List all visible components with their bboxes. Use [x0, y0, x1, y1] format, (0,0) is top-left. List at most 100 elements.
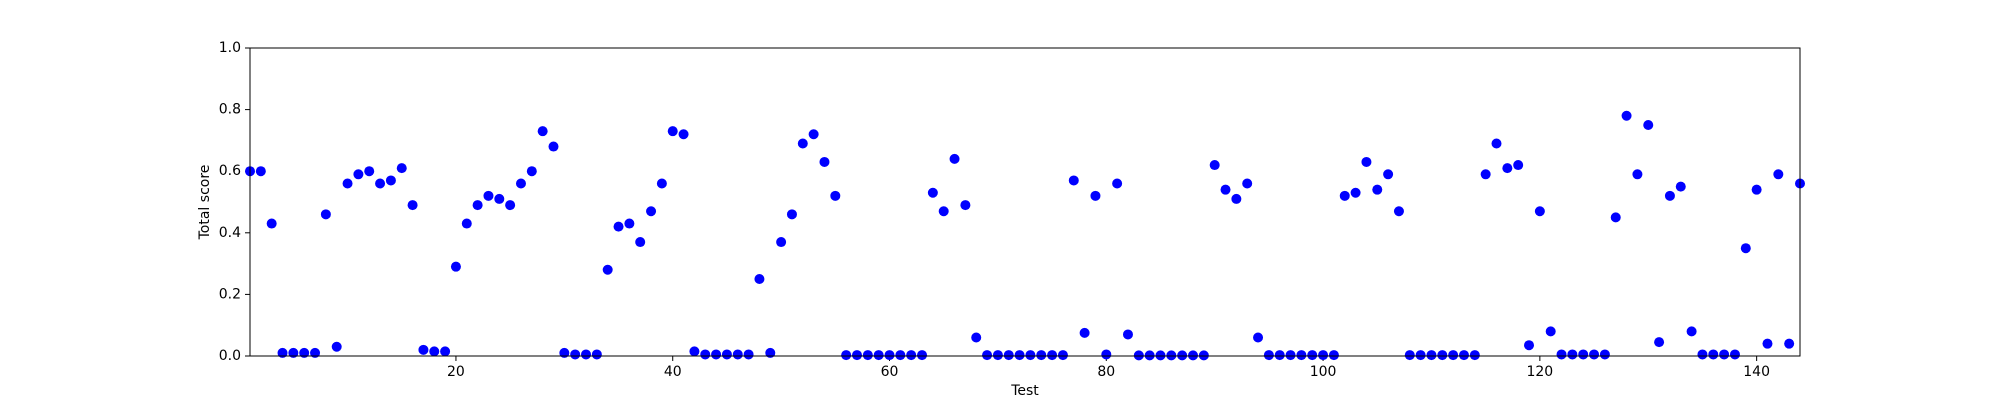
point — [1708, 349, 1719, 360]
point — [1502, 163, 1513, 174]
point — [1133, 350, 1144, 361]
x-tick-label: 100 — [1310, 364, 1337, 380]
point — [277, 347, 288, 358]
point — [1773, 169, 1784, 180]
point — [960, 200, 971, 211]
point — [1220, 184, 1231, 195]
point — [895, 350, 906, 361]
point — [1296, 350, 1307, 361]
point — [1393, 206, 1404, 217]
point — [1556, 349, 1567, 360]
point — [375, 178, 386, 189]
point — [1697, 349, 1708, 360]
point — [1513, 160, 1524, 171]
point — [1372, 184, 1383, 195]
point — [591, 349, 602, 360]
point — [320, 209, 331, 220]
point — [1784, 338, 1795, 349]
point — [1524, 340, 1535, 351]
point — [537, 126, 548, 137]
point — [1448, 350, 1459, 361]
y-tick-label: 0.2 — [219, 286, 241, 302]
point — [1003, 350, 1014, 361]
point — [1122, 329, 1133, 340]
point — [1361, 156, 1372, 167]
y-tick-label: 0.8 — [219, 102, 241, 118]
point — [1654, 337, 1665, 348]
point — [841, 350, 852, 361]
point — [1166, 350, 1177, 361]
point — [819, 156, 830, 167]
point — [1686, 326, 1697, 337]
y-axis-label: Total score — [197, 165, 213, 241]
point — [1328, 350, 1339, 361]
point — [917, 350, 928, 361]
point — [830, 190, 841, 201]
point — [938, 206, 949, 217]
point — [364, 166, 375, 177]
point — [266, 218, 277, 229]
point — [1404, 350, 1415, 361]
point — [689, 346, 700, 357]
point — [992, 350, 1003, 361]
y-tick-label: 0.0 — [219, 348, 241, 364]
point — [1491, 138, 1502, 149]
point — [1632, 169, 1643, 180]
point — [613, 221, 624, 232]
point — [721, 349, 732, 360]
x-tick-label: 20 — [447, 364, 465, 380]
point — [1664, 190, 1675, 201]
point — [570, 349, 581, 360]
point — [1253, 332, 1264, 343]
point — [754, 274, 765, 284]
point — [743, 349, 754, 360]
point — [450, 261, 461, 272]
point — [494, 193, 505, 204]
point — [1751, 184, 1762, 195]
point — [407, 200, 418, 211]
point — [1534, 206, 1545, 217]
point — [1469, 350, 1480, 361]
point — [581, 349, 592, 360]
point — [776, 237, 787, 248]
point — [1458, 350, 1469, 361]
point — [927, 187, 938, 198]
point — [1263, 350, 1274, 361]
x-tick-label: 120 — [1526, 364, 1553, 380]
point — [1675, 181, 1686, 192]
point — [1079, 327, 1090, 338]
point — [342, 178, 353, 189]
point — [559, 347, 570, 358]
point — [505, 200, 516, 211]
point — [396, 163, 407, 174]
point — [1144, 350, 1155, 361]
point — [548, 141, 559, 152]
point — [1025, 350, 1036, 361]
point — [1415, 350, 1426, 361]
point — [515, 178, 526, 189]
point — [310, 347, 321, 358]
point — [1209, 160, 1220, 171]
point — [461, 218, 472, 229]
point — [949, 153, 960, 164]
point — [732, 349, 743, 360]
point — [1729, 349, 1740, 360]
point — [1101, 349, 1112, 360]
point — [1643, 120, 1654, 130]
point — [873, 350, 884, 361]
point — [440, 346, 451, 357]
point — [1231, 193, 1242, 204]
point — [1198, 350, 1209, 361]
point — [1177, 350, 1188, 361]
plot-frame — [249, 47, 1801, 357]
point — [1621, 110, 1632, 121]
point — [1068, 175, 1079, 186]
point — [646, 206, 657, 217]
point — [1578, 349, 1589, 360]
point — [1274, 350, 1285, 361]
y-tick-label: 1.0 — [219, 40, 241, 56]
point — [884, 350, 895, 361]
point — [797, 138, 808, 149]
point — [385, 175, 396, 186]
point — [1437, 350, 1448, 361]
